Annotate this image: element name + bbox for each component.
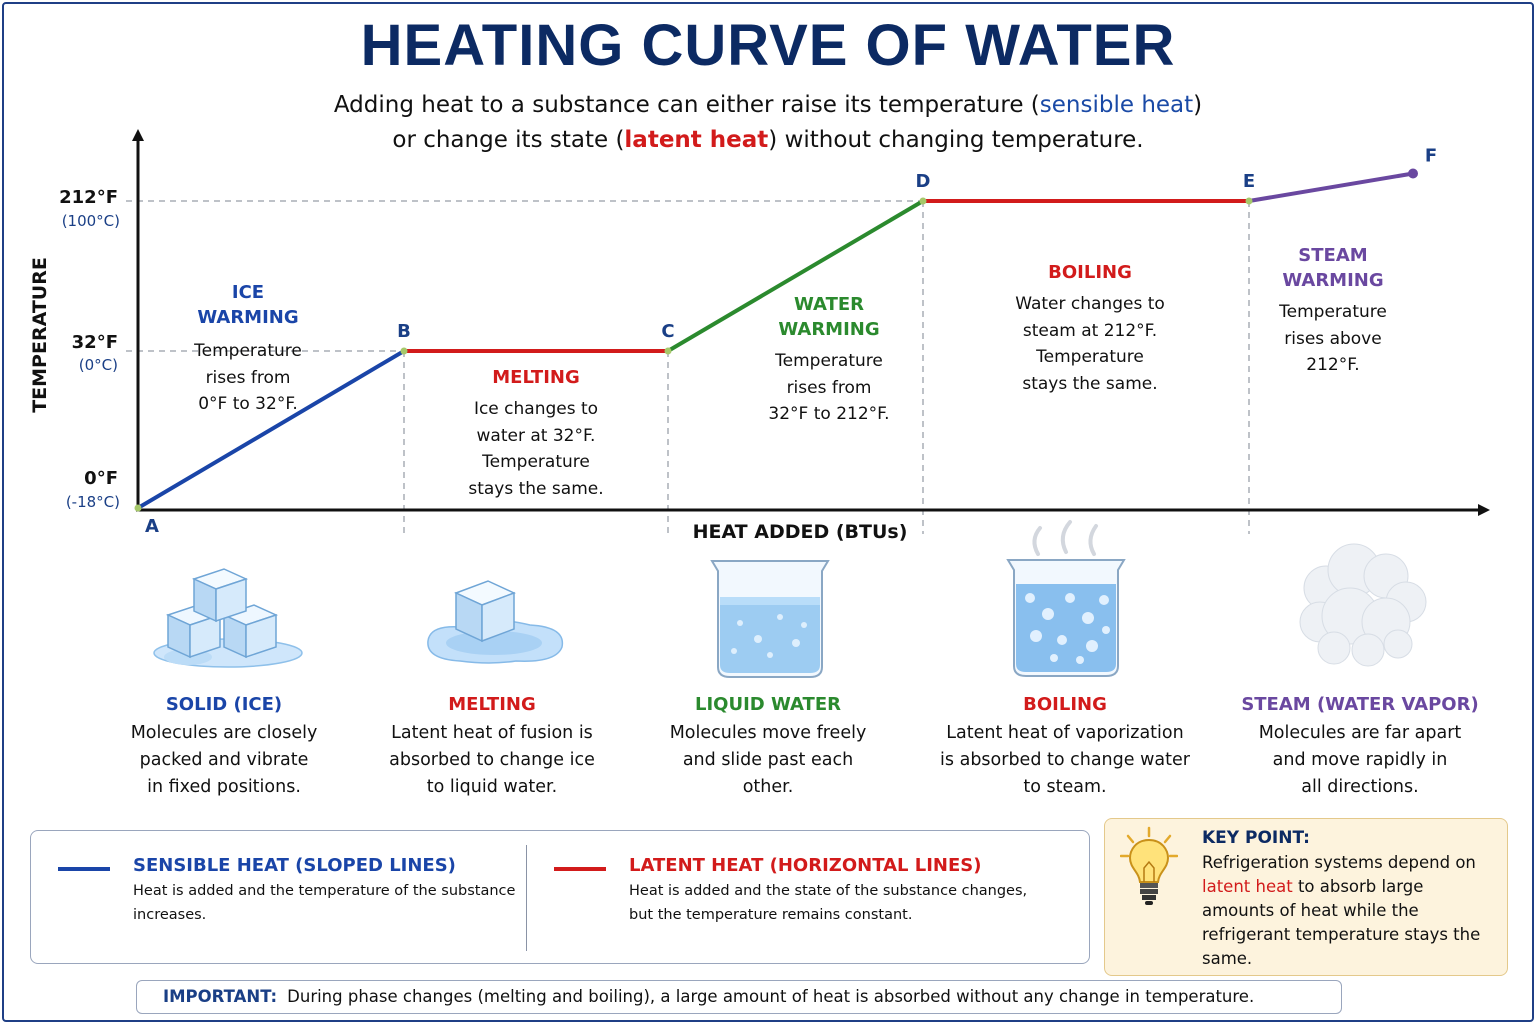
point-f: [1408, 168, 1418, 179]
key-point-text: Refrigeration systems depend on latent h…: [1202, 851, 1498, 971]
y-tick-212: 212°F (100°C): [59, 187, 120, 230]
lightbulb-icon: [1120, 826, 1178, 905]
point-c: [664, 347, 672, 355]
state-title: STEAM (WATER VAPOR): [1241, 694, 1479, 715]
subtitle: Adding heat to a substance can either ra…: [230, 88, 1306, 158]
segment-cd: [666, 199, 925, 353]
sensible-heat-swatch: [58, 867, 110, 871]
state-desc: Molecules move freely and slide past eac…: [669, 723, 867, 797]
ice-cubes-icon: [153, 568, 303, 668]
state-title: BOILING: [1023, 694, 1107, 715]
state-liquid-water: LIQUID WATER Molecules move freely and s…: [633, 690, 903, 801]
subtitle-text: Adding heat to a substance can either ra…: [333, 92, 1040, 118]
key-point-title: KEY POINT:: [1202, 828, 1310, 848]
important-label: IMPORTANT:: [163, 987, 278, 1006]
state-steam: STEAM (WATER VAPOR) Molecules are far ap…: [1215, 690, 1505, 801]
phase-title: ICE WARMING: [197, 282, 299, 328]
x-axis-label: HEAT ADDED (BTUs): [693, 521, 908, 543]
state-boiling: BOILING Latent heat of vaporization is a…: [920, 690, 1210, 801]
phase-melting: MELTING Ice changes to water at 32°F. Te…: [436, 365, 636, 502]
state-melting: MELTING Latent heat of fusion is absorbe…: [357, 690, 627, 801]
y-tick-label-c: (100°C): [62, 212, 120, 230]
point-label-b: B: [397, 321, 411, 342]
phase-desc: Temperature rises from 0°F to 32°F.: [194, 341, 302, 414]
sensible-heat-term: sensible heat: [1039, 92, 1194, 118]
state-solid-ice: SOLID (ICE) Molecules are closely packed…: [89, 690, 359, 801]
state-desc: Latent heat of vaporization is absorbed …: [940, 723, 1190, 797]
melting-ice-icon: [427, 580, 564, 664]
phase-water-warming: WATER WARMING Temperature rises from 32°…: [748, 292, 910, 428]
subtitle-text: or change its state (: [392, 127, 625, 153]
y-tick-32: 32°F (0°C): [72, 332, 118, 374]
point-label-d: D: [916, 171, 931, 192]
latent-heat-title: LATENT HEAT (HORIZONTAL LINES): [629, 855, 982, 876]
key-point-text-part: Refrigeration systems depend on: [1202, 853, 1476, 872]
point-label-a: A: [145, 516, 159, 537]
point-label-e: E: [1243, 171, 1255, 192]
state-desc: Molecules are far apart and move rapidly…: [1258, 723, 1462, 797]
state-title: LIQUID WATER: [694, 694, 841, 715]
legend-box: [30, 830, 1090, 964]
chart-points: A B C D E F: [134, 146, 1437, 537]
chart-axes: [132, 129, 1490, 516]
y-tick-label-c: (-18°C): [66, 493, 120, 511]
point-a: [134, 504, 142, 512]
y-tick-label-f: 212°F: [59, 187, 118, 208]
state-desc: Molecules are closely packed and vibrate…: [130, 723, 318, 797]
point-label-c: C: [661, 321, 674, 342]
phase-desc: Temperature rises from 32°F to 212°F.: [768, 351, 890, 424]
y-axis-label: TEMPERATURE: [29, 257, 51, 413]
state-desc: Latent heat of fusion is absorbed to cha…: [389, 723, 595, 797]
y-tick-label-c: (0°C): [79, 356, 118, 374]
chart-segments: [136, 171, 1415, 510]
phase-title: MELTING: [492, 367, 580, 388]
key-point-box: [1104, 818, 1508, 976]
boiling-beaker-icon: [1006, 520, 1126, 677]
important-text: During phase changes (melting and boilin…: [287, 987, 1255, 1006]
phase-boiling: BOILING Water changes to steam at 212°F.…: [990, 260, 1190, 397]
phase-steam-warming: STEAM WARMING Temperature rises above 21…: [1262, 243, 1404, 379]
legend-divider: [526, 845, 527, 951]
phase-desc: Temperature rises above 212°F.: [1279, 302, 1387, 375]
point-e: [1245, 197, 1253, 205]
phase-ice-warming: ICE WARMING Temperature rises from 0°F t…: [168, 280, 328, 418]
phase-title: STEAM WARMING: [1282, 245, 1384, 291]
sensible-heat-desc: Heat is added and the temperature of the…: [133, 883, 516, 923]
y-tick-0: 0°F (-18°C): [66, 468, 120, 511]
y-tick-label-f: 32°F: [72, 332, 118, 353]
sensible-heat-title: SENSIBLE HEAT (SLOPED LINES): [133, 855, 456, 876]
phase-title: WATER WARMING: [778, 294, 880, 340]
y-tick-label-f: 0°F: [84, 468, 118, 489]
subtitle-text: ) without changing temperature.: [768, 127, 1144, 153]
steam-cloud-icon: [1299, 543, 1427, 667]
key-point-latent-heat: latent heat: [1202, 877, 1293, 896]
latent-heat-term: latent heat: [624, 127, 769, 153]
segment-ef: [1247, 171, 1415, 203]
state-title: MELTING: [448, 694, 536, 715]
latent-heat-desc: Heat is added and the state of the subst…: [629, 883, 1028, 923]
phase-desc: Water changes to steam at 212°F. Tempera…: [1015, 294, 1165, 394]
subtitle-line-2: or change its state (latent heat) withou…: [230, 123, 1306, 158]
state-title: SOLID (ICE): [165, 694, 283, 715]
latent-heat-swatch: [554, 867, 606, 871]
phase-desc: Ice changes to water at 32°F. Temperatur…: [468, 399, 604, 499]
key-point-text-part: to absorb large amounts of heat while th…: [1202, 877, 1481, 968]
segment-ab: [136, 349, 406, 510]
important-note: IMPORTANT: During phase changes (melting …: [136, 980, 1342, 1014]
phase-title: BOILING: [1048, 262, 1132, 283]
subtitle-line-1: Adding heat to a substance can either ra…: [230, 88, 1306, 123]
subtitle-text: ): [1193, 92, 1203, 118]
water-beaker-icon: [710, 560, 830, 678]
point-d: [919, 197, 927, 205]
page-title: HEATING CURVE OF WATER: [360, 13, 1176, 78]
point-label-f: F: [1425, 146, 1437, 167]
point-b: [400, 347, 408, 355]
